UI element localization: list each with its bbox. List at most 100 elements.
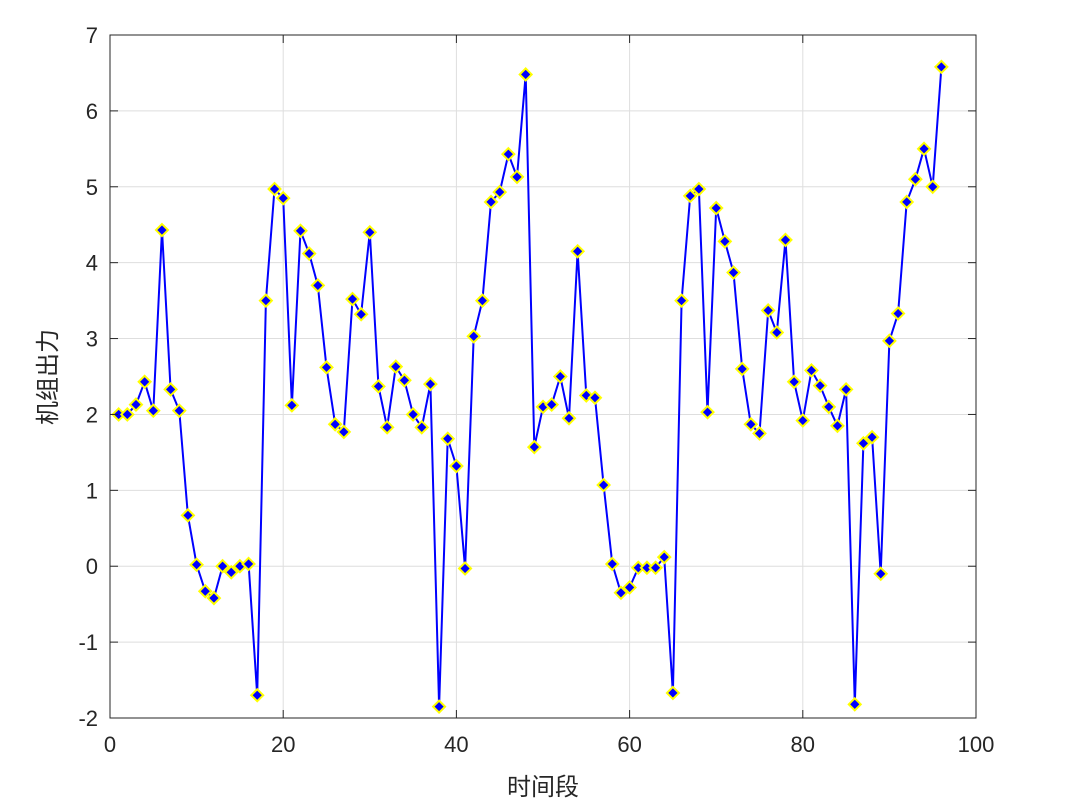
data-point — [856, 435, 871, 451]
data-point — [890, 306, 906, 321]
data-point — [925, 179, 941, 195]
data-point — [275, 190, 291, 206]
data-point — [466, 328, 482, 344]
data-point — [717, 234, 733, 249]
x-axis-label: 时间段 — [507, 773, 579, 801]
data-point — [899, 194, 915, 210]
x-tick-label: 100 — [958, 732, 995, 757]
data-point — [830, 418, 845, 434]
y-tick-label: 2 — [86, 402, 98, 427]
data-point — [916, 141, 932, 157]
data-point — [665, 685, 681, 701]
data-point — [691, 181, 707, 197]
y-tick-label: 4 — [86, 251, 98, 276]
data-point — [700, 404, 715, 420]
x-tick-label: 80 — [791, 732, 815, 757]
data-point — [197, 583, 213, 599]
data-point — [734, 361, 750, 377]
data-point — [682, 188, 698, 204]
data-point — [786, 374, 802, 390]
data-point — [726, 265, 741, 280]
data-point — [907, 171, 923, 187]
data-point — [379, 419, 395, 435]
data-point — [163, 381, 179, 397]
data-point — [622, 580, 638, 595]
data-point — [743, 416, 759, 432]
data-point — [171, 403, 187, 419]
x-tick-label: 20 — [271, 732, 295, 757]
data-point — [189, 557, 205, 573]
data-point — [431, 699, 447, 715]
data-point — [752, 426, 767, 441]
data-point — [180, 507, 196, 523]
data-point — [873, 566, 889, 582]
data-point — [847, 696, 863, 712]
tick-labels: 0 20 40 60 80 100 -2 -1 0 1 2 3 4 5 6 7 — [78, 23, 994, 757]
data-point — [284, 397, 300, 413]
data-point — [561, 410, 577, 426]
y-tick-label: 0 — [86, 554, 98, 579]
data-point — [362, 224, 378, 240]
data-point — [708, 200, 724, 216]
data-point — [778, 232, 793, 248]
data-point — [215, 558, 230, 574]
data-point — [457, 561, 473, 576]
data-point — [258, 293, 274, 309]
data-point — [769, 325, 785, 340]
data-point — [760, 303, 776, 318]
data-point — [397, 372, 412, 388]
data-point — [267, 181, 282, 197]
data-point — [812, 378, 828, 394]
axis-ticks — [109, 34, 977, 719]
data-point — [345, 291, 360, 307]
y-tick-label: -2 — [78, 706, 98, 731]
y-axis-label: 机组出力 — [34, 329, 62, 425]
data-point — [933, 59, 949, 75]
series-layer — [111, 59, 949, 715]
data-point — [119, 407, 135, 422]
data-point — [821, 399, 837, 415]
y-tick-label: 7 — [86, 23, 98, 48]
data-point — [648, 560, 663, 576]
data-point — [804, 363, 819, 378]
x-tick-label: 60 — [617, 732, 641, 757]
data-point — [249, 687, 265, 703]
data-point — [656, 549, 672, 565]
y-tick-label: 6 — [86, 99, 98, 124]
data-point — [596, 477, 612, 493]
data-point — [795, 413, 811, 428]
data-point — [310, 278, 326, 293]
data-point — [154, 222, 170, 238]
data-point — [492, 184, 508, 200]
y-tick-label: 5 — [86, 175, 98, 200]
data-point — [301, 246, 317, 261]
data-point — [388, 359, 404, 375]
data-point — [137, 374, 153, 390]
data-point — [206, 590, 222, 606]
data-point — [327, 416, 343, 432]
data-point — [881, 333, 897, 349]
data-point — [604, 556, 620, 572]
data-point — [440, 431, 456, 447]
data-point — [353, 306, 369, 322]
data-point — [526, 439, 542, 455]
x-tick-label: 0 — [104, 732, 116, 757]
y-tick-label: 1 — [86, 478, 98, 503]
data-point — [336, 424, 352, 440]
data-point — [483, 194, 499, 210]
data-point — [423, 376, 438, 392]
data-point — [838, 381, 854, 397]
series-line — [118, 66, 943, 708]
y-tick-label: -1 — [78, 630, 98, 655]
y-tick-label: 3 — [86, 327, 98, 352]
data-point — [241, 556, 256, 572]
data-point — [223, 564, 239, 580]
data-point — [405, 407, 421, 422]
plot-frame — [109, 34, 977, 719]
data-point — [145, 403, 161, 419]
data-point — [518, 67, 534, 82]
data-point — [613, 585, 629, 601]
data-point — [674, 293, 689, 309]
data-point — [448, 458, 464, 474]
